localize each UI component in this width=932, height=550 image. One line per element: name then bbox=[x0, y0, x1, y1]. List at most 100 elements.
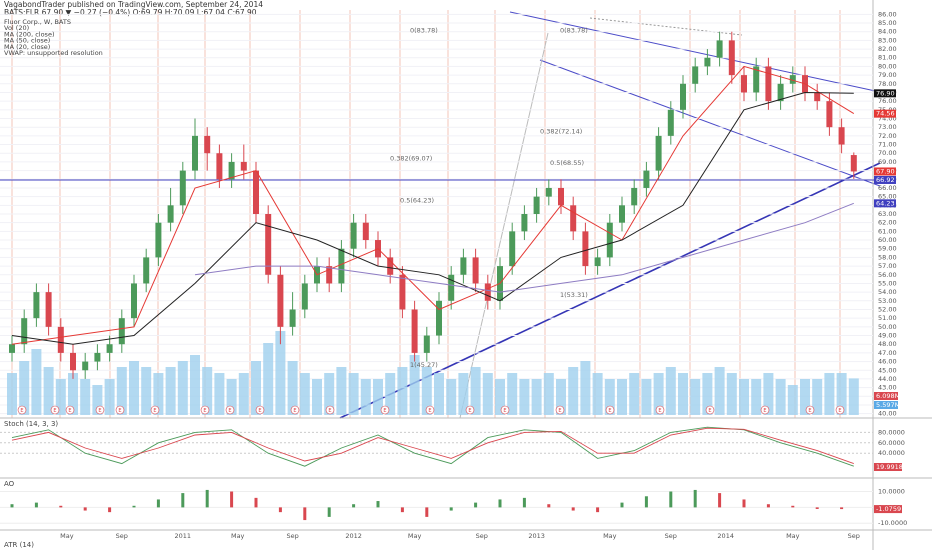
fib-label: 0.382(69.07) bbox=[390, 154, 432, 162]
ao-bar bbox=[230, 491, 234, 508]
y-tick-label: 76.00 bbox=[878, 97, 897, 105]
candle-body bbox=[240, 161, 247, 171]
ma-line bbox=[11, 91, 854, 345]
fib-label: 1(53.31) bbox=[560, 291, 588, 299]
y-tick-label: 78.00 bbox=[878, 80, 897, 88]
candle-body bbox=[631, 187, 638, 206]
ao-bar bbox=[522, 497, 526, 508]
ao-bar bbox=[400, 507, 404, 513]
ao-bar bbox=[766, 504, 770, 508]
candle-body bbox=[423, 335, 430, 353]
volume-bar bbox=[507, 373, 518, 415]
volume-bar bbox=[360, 379, 371, 415]
x-tick-label: Sep bbox=[848, 532, 860, 540]
earnings-label: E bbox=[68, 408, 71, 414]
ma-line bbox=[11, 65, 855, 345]
earnings-label: E bbox=[258, 408, 261, 414]
x-tick-label: Sep bbox=[116, 532, 128, 540]
y-tick-label: 66.00 bbox=[878, 184, 897, 192]
volume-bar bbox=[153, 373, 164, 415]
y-tick-label: 51.00 bbox=[878, 314, 897, 322]
fib-line bbox=[459, 32, 549, 419]
volume-bar bbox=[80, 379, 91, 415]
volume-bar bbox=[531, 379, 542, 415]
channel-lower bbox=[539, 59, 881, 187]
volume-bar bbox=[104, 379, 115, 415]
volume-bar bbox=[263, 343, 274, 415]
y-tick-label: 72.00 bbox=[878, 132, 897, 140]
ao-bar bbox=[352, 504, 356, 508]
earnings-marker bbox=[705, 405, 715, 415]
volume-bar bbox=[275, 331, 286, 415]
volume-bar bbox=[617, 379, 627, 415]
ao-bar bbox=[303, 507, 307, 521]
earnings-label: E bbox=[203, 408, 206, 414]
volume-bar bbox=[592, 373, 603, 415]
earnings-label: E bbox=[383, 408, 386, 414]
price-tag-label: 64.23 bbox=[876, 199, 895, 207]
price-tag-label: 74.56 bbox=[876, 110, 895, 118]
earnings-label: E bbox=[608, 408, 611, 414]
y-tick-label: 83.00 bbox=[878, 36, 897, 44]
candle-body bbox=[155, 222, 162, 258]
candle-body bbox=[143, 257, 150, 284]
ao-bar bbox=[205, 489, 209, 508]
y-tick-label: 71.00 bbox=[878, 141, 897, 149]
candle-body bbox=[118, 318, 125, 345]
candle-body bbox=[545, 187, 552, 197]
candle-body bbox=[838, 127, 845, 145]
candle-body bbox=[765, 66, 772, 102]
volume-bar bbox=[312, 379, 322, 415]
volume-bar bbox=[141, 367, 152, 415]
ao-bar bbox=[132, 505, 136, 508]
ao-bar bbox=[718, 493, 722, 508]
candle-body bbox=[350, 222, 357, 249]
volume-bar bbox=[421, 367, 432, 415]
candle-body bbox=[57, 326, 64, 353]
volume-bar bbox=[580, 361, 591, 415]
y-tick-label: 59.00 bbox=[878, 245, 897, 253]
earnings-marker bbox=[150, 405, 160, 415]
ao-bar bbox=[644, 496, 648, 508]
y-tick-label: 44.00 bbox=[878, 375, 897, 383]
earnings-label: E bbox=[293, 408, 296, 414]
volume-bar bbox=[43, 367, 54, 415]
y-tick-label: 43.00 bbox=[878, 384, 897, 392]
ao-bar bbox=[449, 507, 453, 511]
earnings-label: E bbox=[98, 408, 101, 414]
candle-body bbox=[265, 214, 272, 275]
volume-bar bbox=[177, 361, 188, 415]
candle-body bbox=[680, 83, 686, 110]
candle-body bbox=[204, 135, 211, 154]
price-tag-label: 67.90 bbox=[876, 167, 895, 175]
x-tick-label: May bbox=[60, 532, 74, 540]
candle-body bbox=[106, 344, 113, 353]
x-tick-label: May bbox=[603, 532, 617, 540]
earnings-marker bbox=[17, 405, 27, 415]
ao-bar bbox=[425, 507, 429, 517]
volume-bar bbox=[251, 361, 261, 415]
volume-bar bbox=[836, 373, 847, 415]
stoch-line bbox=[11, 427, 854, 465]
candle-body bbox=[509, 231, 516, 267]
volume-bar bbox=[775, 379, 786, 415]
volume-bar bbox=[726, 373, 737, 415]
ao-tag-label: -1.0759 bbox=[876, 505, 901, 513]
ao-bar bbox=[596, 507, 600, 513]
earnings-marker bbox=[465, 405, 475, 415]
price-tag bbox=[874, 109, 896, 118]
earnings-marker bbox=[290, 405, 300, 415]
candle-body bbox=[387, 257, 394, 275]
y-tick-label: 62.00 bbox=[878, 219, 897, 227]
earnings-label: E bbox=[468, 408, 471, 414]
candle-body bbox=[533, 196, 540, 214]
x-tick-label: Sep bbox=[476, 532, 488, 540]
earnings-label: E bbox=[503, 408, 506, 414]
ao-bar bbox=[840, 507, 844, 510]
ao-bar bbox=[815, 507, 819, 509]
candle-body bbox=[777, 83, 784, 102]
ao-bar bbox=[742, 499, 746, 508]
earnings-marker bbox=[500, 405, 510, 415]
y-tick-label: 70.00 bbox=[878, 149, 897, 157]
